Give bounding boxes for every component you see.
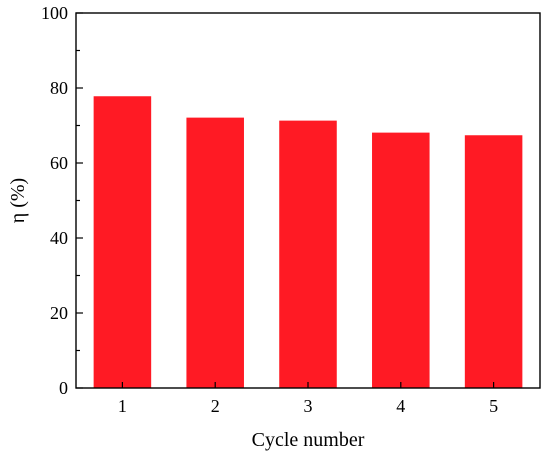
x-axis-title: Cycle number xyxy=(252,429,365,451)
x-tick-label: 5 xyxy=(489,396,498,416)
y-tick-label: 20 xyxy=(50,303,68,323)
bars-group xyxy=(93,96,523,388)
y-tick-label: 80 xyxy=(50,78,68,98)
x-tick-label: 3 xyxy=(304,396,313,416)
y-tick-label: 100 xyxy=(41,3,68,23)
bar-cycle-4 xyxy=(372,132,430,388)
y-axis-ticks: 0 20 40 60 80 100 xyxy=(41,3,83,398)
y-tick-label: 60 xyxy=(50,153,68,173)
x-tick-label: 1 xyxy=(118,396,127,416)
bar-cycle-1 xyxy=(93,96,152,388)
plot-frame xyxy=(75,12,541,389)
bar-cycle-5 xyxy=(464,135,523,388)
x-tick-label: 2 xyxy=(211,396,220,416)
bar-cycle-2 xyxy=(186,117,244,388)
x-tick-label: 4 xyxy=(396,396,405,416)
y-tick-label: 0 xyxy=(59,378,68,398)
y-axis-title: η (%) xyxy=(7,178,29,223)
bar-cycle-3 xyxy=(279,120,337,388)
x-axis-ticks: 1 2 3 4 5 xyxy=(118,382,498,416)
y-tick-label: 40 xyxy=(50,228,68,248)
